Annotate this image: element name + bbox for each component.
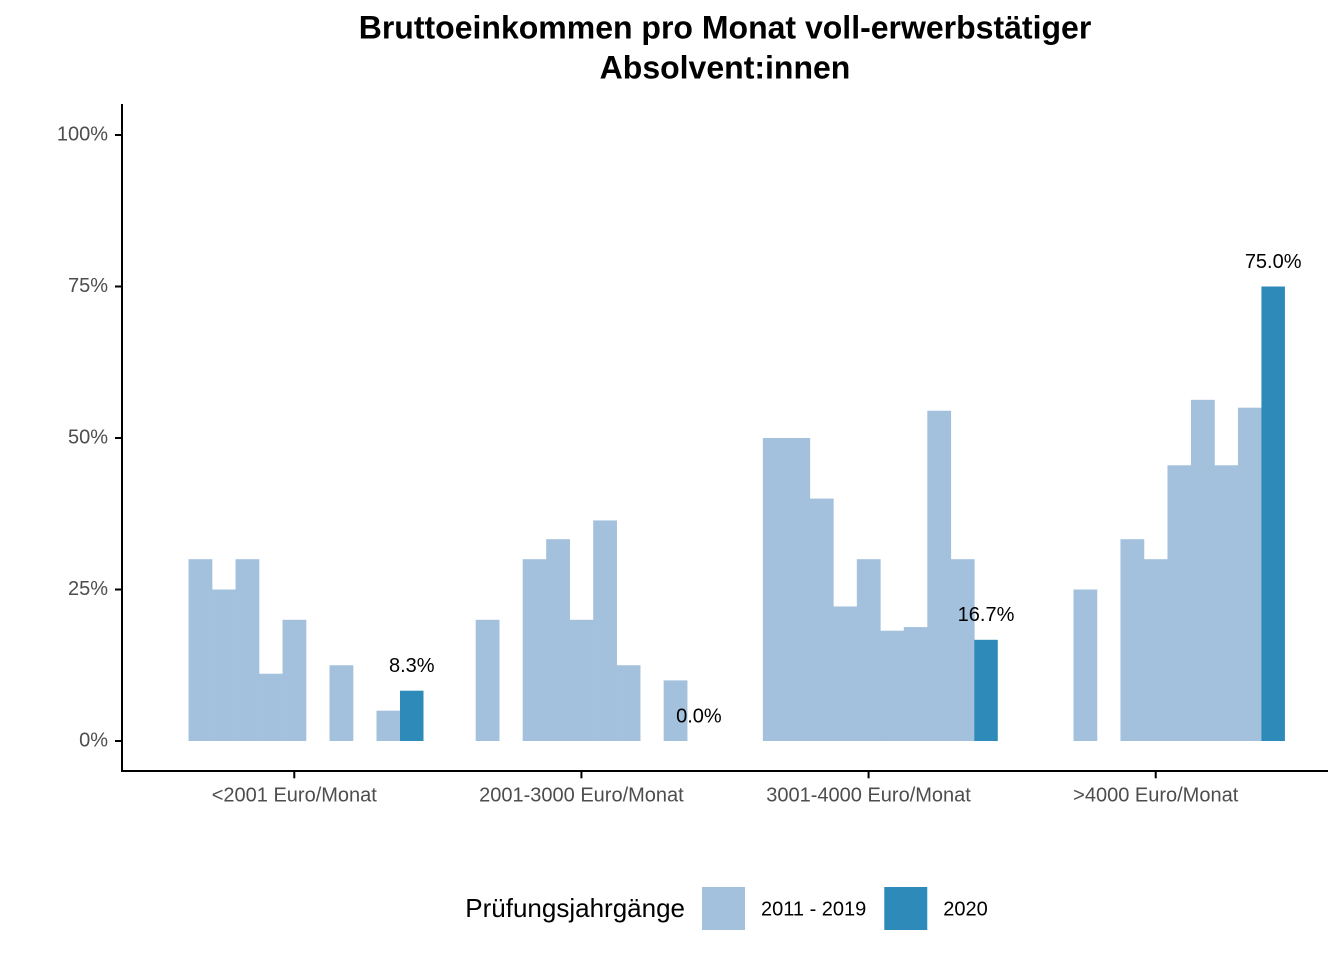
- bar: [569, 619, 594, 741]
- bar: [188, 559, 213, 741]
- y-tick-label: 100%: [57, 123, 108, 145]
- data-label: 0.0%: [676, 705, 722, 727]
- bar: [475, 619, 500, 741]
- data-label: 8.3%: [389, 655, 435, 677]
- bar: [376, 710, 401, 741]
- bar: [1073, 589, 1098, 741]
- x-tick-label: 3001-4000 Euro/Monat: [766, 785, 971, 807]
- bar: [1167, 465, 1192, 741]
- bar: [522, 559, 547, 741]
- bar: [259, 673, 283, 741]
- bar: [833, 606, 858, 741]
- bar: [974, 639, 998, 741]
- legend-label: 2011 - 2019: [761, 898, 866, 920]
- bar: [1143, 559, 1168, 741]
- bar: [927, 410, 952, 741]
- chart-title: Absolvent:innen: [600, 49, 851, 85]
- bar: [593, 520, 617, 741]
- bar: [762, 438, 787, 741]
- legend-label: 2020: [943, 898, 988, 920]
- bar: [1120, 539, 1145, 741]
- legend-swatch: [884, 887, 928, 930]
- x-tick-label: >4000 Euro/Monat: [1073, 785, 1239, 807]
- x-tick-label: 2001-3000 Euro/Monat: [479, 785, 684, 807]
- bar: [1214, 465, 1239, 741]
- x-tick-label: <2001 Euro/Monat: [212, 785, 378, 807]
- y-tick-label: 0%: [79, 729, 108, 751]
- chart-title: Bruttoeinkommen pro Monat voll-erwerbstä…: [359, 9, 1092, 45]
- bar: [856, 559, 881, 741]
- bar: [616, 665, 641, 741]
- y-tick-label: 50%: [68, 426, 108, 448]
- bar: [1190, 399, 1215, 741]
- bar: [809, 498, 834, 741]
- y-tick-label: 75%: [68, 275, 108, 297]
- bar: [235, 559, 260, 741]
- bar: [282, 619, 307, 741]
- legend-title: Prüfungsjahrgänge: [465, 893, 685, 923]
- bar: [880, 630, 905, 741]
- data-label: 16.7%: [958, 604, 1015, 626]
- bar: [329, 665, 354, 741]
- bar: [950, 559, 975, 741]
- bar: [546, 539, 570, 741]
- bar: [1261, 286, 1285, 741]
- bar: [1237, 407, 1262, 741]
- bar: [663, 680, 688, 741]
- data-label: 75.0%: [1245, 251, 1302, 273]
- bar: [212, 589, 236, 741]
- bar: [903, 627, 928, 741]
- bar: [400, 690, 424, 741]
- bar: [786, 438, 811, 741]
- y-tick-label: 25%: [68, 578, 108, 600]
- legend-swatch: [702, 887, 745, 930]
